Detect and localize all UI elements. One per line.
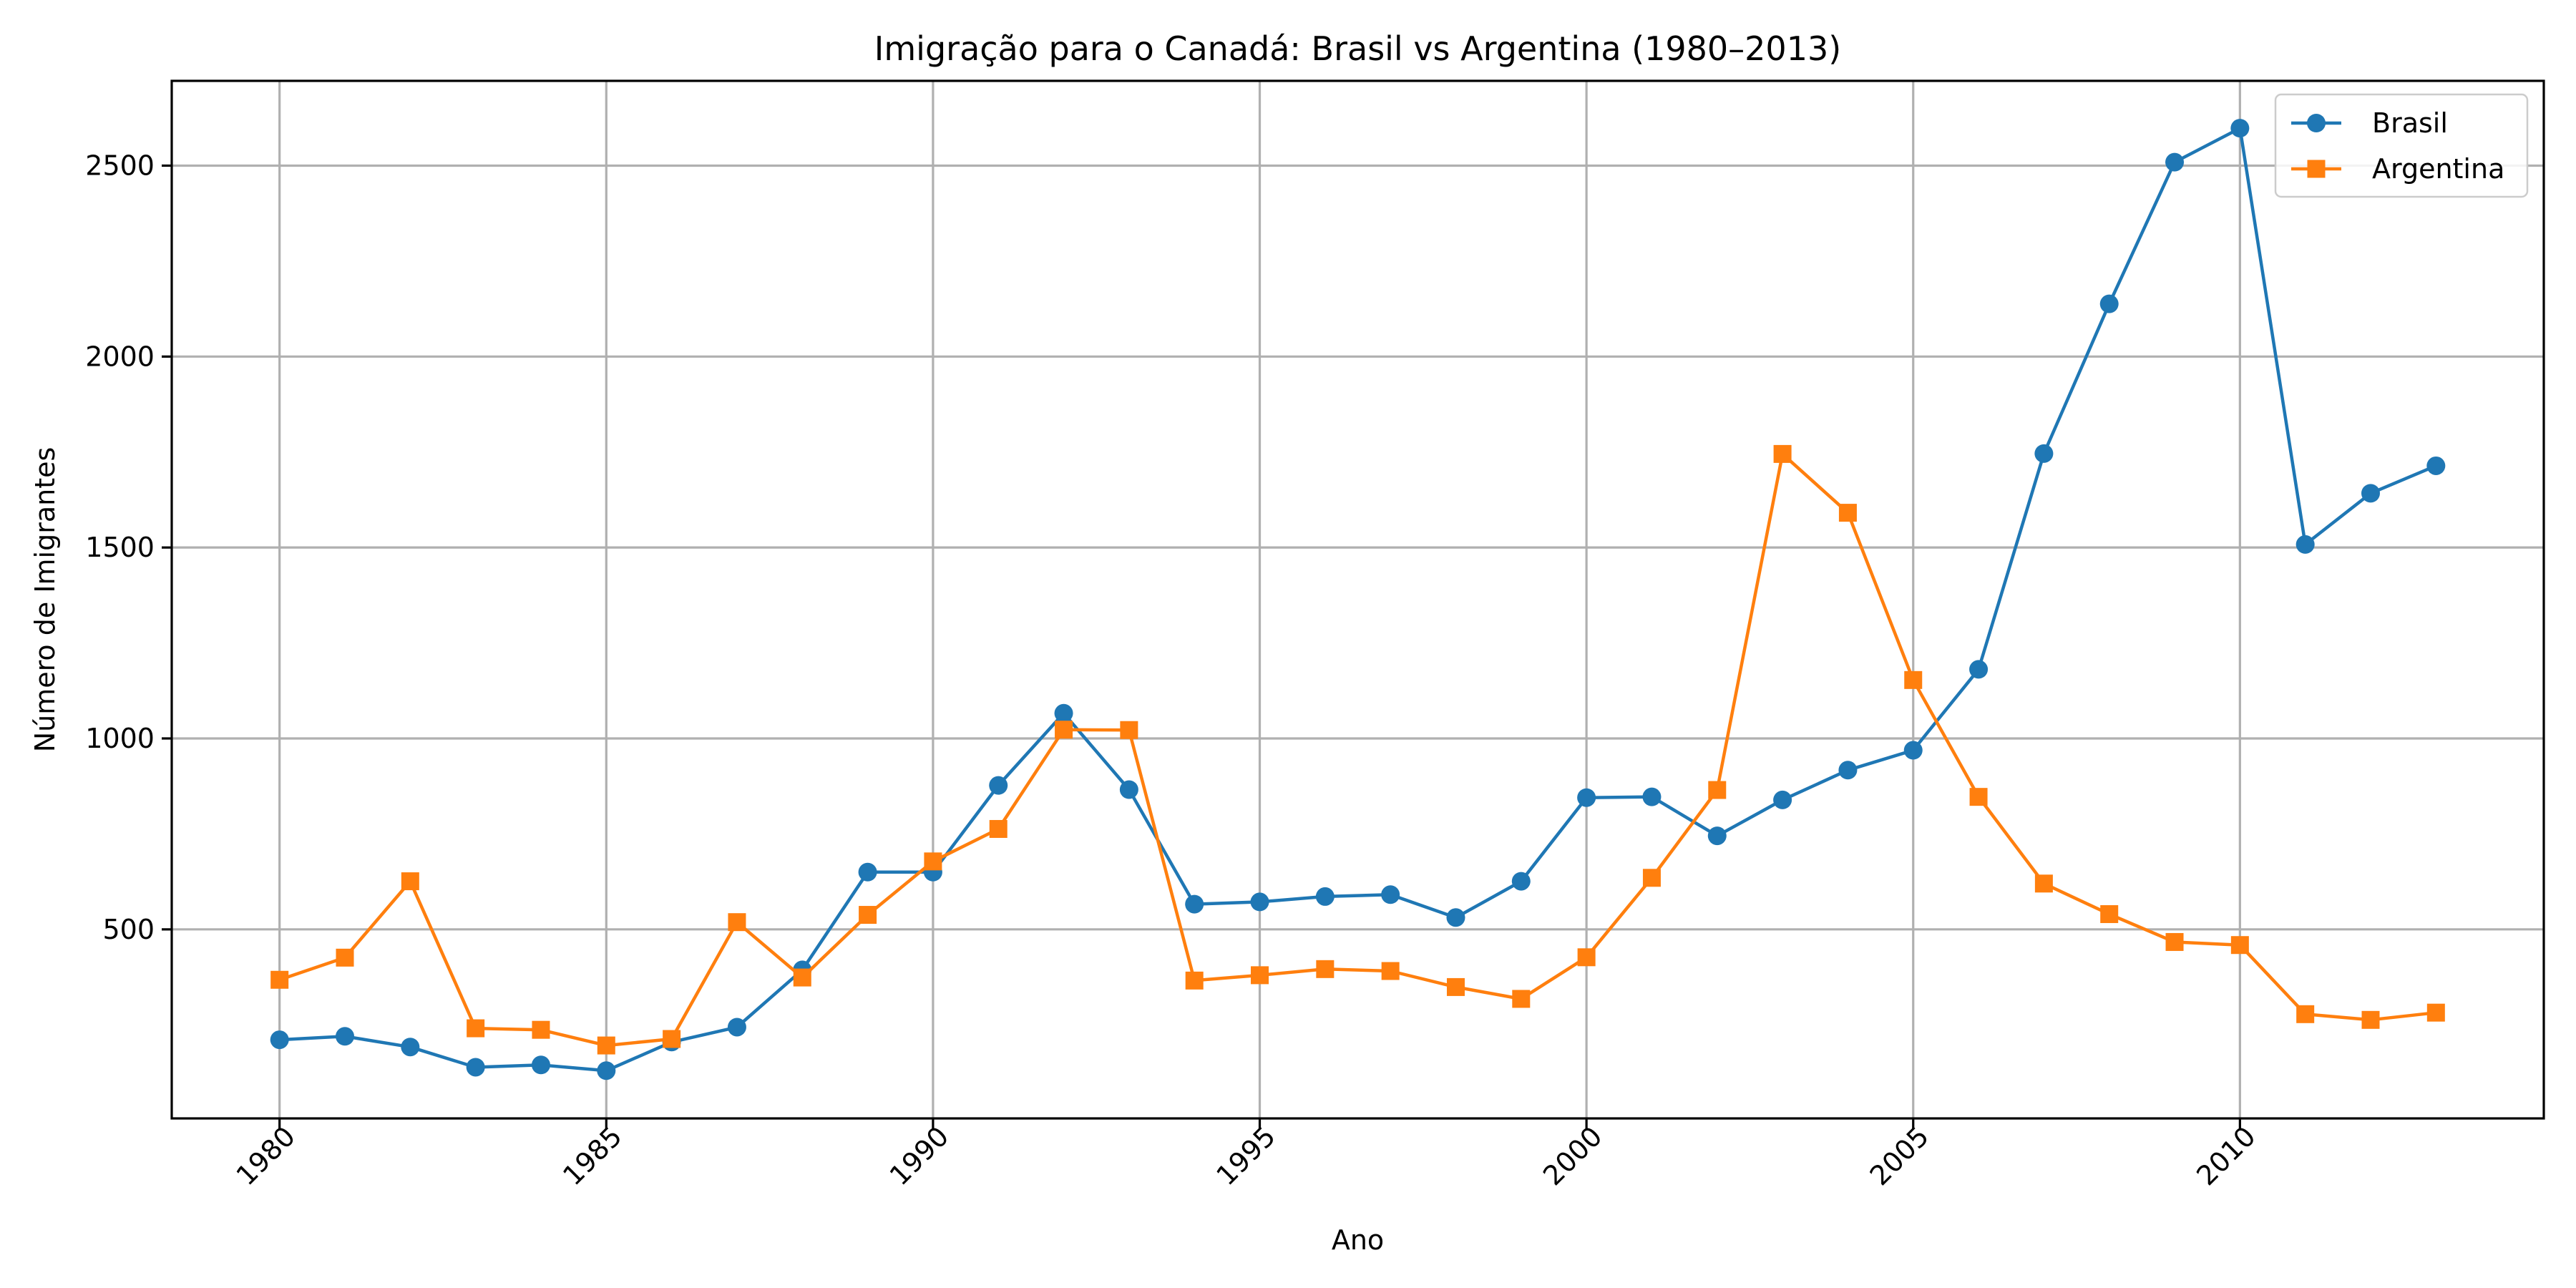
chart-title: Imigração para o Canadá: Brasil vs Argen… [874, 29, 1841, 68]
plot-frame [170, 79, 2545, 1120]
data-point-brasil [1381, 885, 1400, 904]
series-line-brasil [279, 126, 2437, 1073]
data-point-argentina [1251, 966, 1269, 985]
data-point-argentina [336, 948, 354, 967]
data-point-argentina [532, 1020, 550, 1039]
data-point-argentina [2230, 936, 2249, 955]
data-point-argentina [1316, 960, 1335, 978]
data-point-argentina [1904, 670, 1923, 689]
data-point-brasil [270, 1030, 289, 1050]
data-point-argentina [1642, 869, 1661, 887]
data-point-brasil [401, 1038, 420, 1057]
data-point-argentina [728, 913, 746, 932]
data-point-argentina [1577, 948, 1596, 967]
data-point-argentina [1120, 721, 1138, 739]
legend-marker-argentina [2307, 160, 2326, 178]
legend: Brasil Argentina [2274, 93, 2529, 198]
legend-label-argentina: Argentina [2372, 153, 2504, 185]
legend-box [2274, 93, 2529, 198]
data-point-argentina [2100, 904, 2119, 923]
data-point-brasil [1511, 872, 1531, 891]
y-tick-label: 2500 [85, 150, 155, 181]
data-point-argentina [989, 819, 1008, 838]
data-point-argentina [2361, 1010, 2380, 1029]
data-point-brasil [1969, 660, 1989, 679]
data-point-brasil [1642, 787, 1662, 806]
data-point-argentina [1708, 781, 1727, 799]
data-point-argentina [859, 906, 877, 924]
data-point-brasil [336, 1027, 355, 1046]
data-point-brasil [2165, 152, 2185, 172]
data-point-brasil [858, 862, 877, 882]
y-tick-label: 500 [102, 914, 155, 945]
data-point-argentina [2034, 874, 2053, 893]
data-point-brasil [1773, 790, 1792, 809]
y-axis-label: Número de Imigrantes [29, 447, 61, 753]
series-layer [270, 119, 2446, 1080]
data-point-argentina [2165, 932, 2184, 951]
y-tick-label: 1500 [85, 532, 155, 563]
data-point-brasil [1707, 826, 1727, 846]
data-point-brasil [1250, 892, 1269, 912]
legend-marker-brasil [2307, 114, 2326, 132]
x-axis-label: Ano [1332, 1224, 1384, 1256]
data-point-brasil [1054, 703, 1073, 723]
data-point-argentina [924, 852, 942, 871]
data-point-brasil [2034, 444, 2054, 463]
y-tick-label: 2000 [85, 341, 155, 372]
data-point-brasil [2296, 535, 2315, 554]
data-point-brasil [1577, 788, 1596, 807]
data-point-brasil [1446, 908, 1465, 927]
data-point-argentina [1446, 977, 1465, 996]
data-point-argentina [793, 968, 811, 987]
data-point-brasil [597, 1061, 616, 1080]
data-point-argentina [2426, 1003, 2445, 1022]
data-point-brasil [989, 776, 1008, 795]
grid [172, 81, 2544, 1118]
data-point-argentina [1512, 990, 1531, 1008]
data-point-argentina [663, 1030, 681, 1048]
data-point-argentina [401, 872, 419, 891]
data-point-brasil [1838, 761, 1858, 780]
data-point-argentina [1838, 504, 1857, 522]
data-point-brasil [531, 1055, 550, 1075]
data-point-brasil [466, 1058, 485, 1077]
data-point-argentina [467, 1019, 485, 1038]
data-point-brasil [2099, 294, 2119, 313]
series-line-argentina [278, 452, 2436, 1048]
data-point-brasil [1185, 894, 1204, 914]
data-point-argentina [2296, 1005, 2315, 1023]
data-point-argentina [597, 1036, 615, 1055]
data-point-argentina [1381, 962, 1400, 980]
data-point-brasil [1119, 780, 1138, 799]
data-point-argentina [1773, 444, 1792, 463]
data-point-brasil [2230, 119, 2250, 138]
data-point-argentina [270, 970, 289, 989]
legend-label-brasil: Brasil [2372, 107, 2448, 139]
data-point-brasil [2426, 456, 2446, 475]
data-point-brasil [727, 1018, 746, 1037]
data-point-argentina [1055, 721, 1073, 739]
y-tick-label: 1000 [85, 723, 155, 754]
data-point-argentina [1185, 971, 1204, 990]
data-point-brasil [2361, 484, 2380, 503]
data-point-argentina [1969, 788, 1988, 806]
data-point-brasil [1315, 887, 1335, 906]
data-point-brasil [1903, 741, 1923, 760]
